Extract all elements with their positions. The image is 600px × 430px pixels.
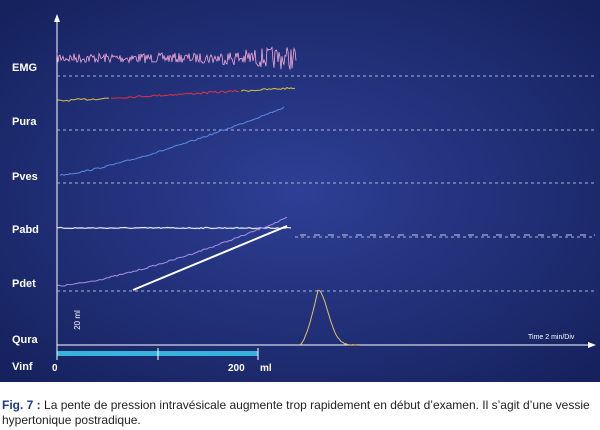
emg-trace — [56, 46, 297, 70]
pura-trace — [56, 97, 109, 102]
pves-trace — [59, 106, 285, 176]
pura-trace — [240, 86, 296, 92]
time-label: Time 2 min/Div — [528, 334, 575, 341]
channel-label: Vinf — [12, 361, 33, 373]
background — [0, 0, 600, 382]
pabd-trace — [56, 226, 292, 230]
channel-label: Pdet — [12, 278, 36, 290]
baselines — [57, 75, 595, 292]
pdet-trace — [56, 216, 288, 287]
caption: Fig. 7 : La pente de pression intravésic… — [2, 398, 600, 428]
channel-label: Qura — [12, 334, 39, 346]
slope-line — [132, 225, 288, 291]
pura-trace — [110, 89, 240, 99]
channel-label: Pura — [12, 116, 37, 128]
axis-arrow — [588, 342, 596, 348]
tracing-panel: EMG Pura Pves Pabd Pdet Qura Vinf 20 ml … — [0, 0, 600, 382]
traces — [56, 46, 595, 346]
caption-label: Fig. 7 : — [2, 398, 41, 412]
channel-label: Pves — [12, 171, 38, 183]
vinf-mark: 200 — [228, 363, 245, 374]
vinf-start: 0 — [52, 363, 58, 374]
channel-label: EMG — [12, 62, 37, 74]
axis-arrow — [54, 14, 60, 22]
channel-label: Pabd — [12, 224, 39, 236]
qura-trace — [299, 289, 361, 346]
caption-text: La pente de pression intravésicale augme… — [2, 398, 590, 427]
vinf-unit: ml — [260, 363, 272, 374]
scale-label: 20 ml — [73, 310, 82, 330]
